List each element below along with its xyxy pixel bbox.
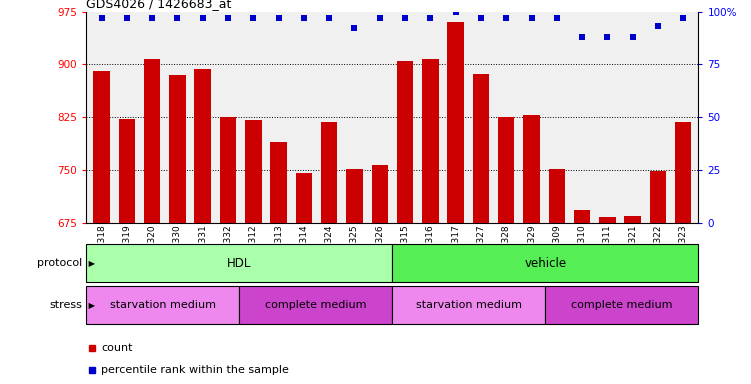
Point	[374, 15, 386, 21]
Bar	[195, 69, 211, 223]
Bar	[321, 122, 337, 223]
Text: starvation medium: starvation medium	[110, 300, 216, 310]
Bar	[599, 217, 616, 223]
Bar	[296, 173, 312, 223]
Bar	[675, 122, 692, 223]
Bar	[397, 61, 413, 223]
Point	[626, 34, 638, 40]
Point	[602, 34, 614, 40]
Point	[348, 25, 360, 31]
Point	[450, 8, 462, 15]
Point	[197, 15, 209, 21]
Point	[247, 15, 259, 21]
Point	[222, 15, 234, 21]
Text: ▶: ▶	[86, 258, 95, 268]
Point	[95, 15, 107, 21]
Text: HDL: HDL	[228, 257, 252, 270]
Text: starvation medium: starvation medium	[416, 300, 522, 310]
Bar	[86, 286, 240, 324]
Bar	[270, 142, 287, 223]
Text: ▶: ▶	[86, 301, 95, 310]
Bar	[548, 169, 565, 223]
Bar	[93, 71, 110, 223]
Point	[121, 15, 133, 21]
Bar	[472, 74, 489, 223]
Bar	[448, 22, 464, 223]
Point	[146, 15, 158, 21]
Text: GDS4026 / 1426683_at: GDS4026 / 1426683_at	[86, 0, 232, 10]
Bar	[220, 117, 237, 223]
Bar	[240, 286, 393, 324]
Text: vehicle: vehicle	[524, 257, 566, 270]
Bar	[346, 169, 363, 223]
Text: stress: stress	[50, 300, 83, 310]
Bar	[574, 210, 590, 223]
Point	[500, 15, 512, 21]
Point	[424, 15, 436, 21]
Bar	[86, 244, 393, 282]
Text: complete medium: complete medium	[572, 300, 673, 310]
Point	[526, 15, 538, 21]
Point	[677, 15, 689, 21]
Point	[171, 15, 183, 21]
Point	[323, 15, 335, 21]
Point	[576, 34, 588, 40]
Bar	[650, 171, 666, 223]
Text: count: count	[101, 343, 133, 353]
Text: complete medium: complete medium	[265, 300, 366, 310]
Bar	[393, 244, 698, 282]
Bar	[372, 165, 388, 223]
Bar	[245, 120, 261, 223]
Bar	[119, 119, 135, 223]
Bar	[523, 115, 540, 223]
Bar	[624, 216, 641, 223]
Bar	[169, 75, 185, 223]
Point	[399, 15, 411, 21]
Bar	[545, 286, 698, 324]
Point	[273, 15, 285, 21]
Text: protocol: protocol	[38, 258, 83, 268]
Point	[475, 15, 487, 21]
Text: percentile rank within the sample: percentile rank within the sample	[101, 365, 289, 375]
Bar	[498, 117, 514, 223]
Point	[652, 23, 664, 30]
Bar	[393, 286, 545, 324]
Point	[298, 15, 310, 21]
Bar	[422, 59, 439, 223]
Bar	[144, 60, 161, 223]
Point	[550, 15, 562, 21]
